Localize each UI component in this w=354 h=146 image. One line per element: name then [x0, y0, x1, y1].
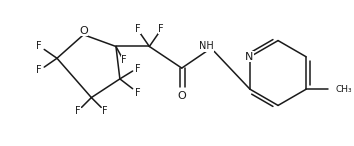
Text: O: O	[79, 26, 88, 36]
Text: F: F	[135, 64, 141, 74]
Text: CH₃: CH₃	[336, 85, 352, 94]
Text: F: F	[158, 24, 164, 34]
Text: F: F	[121, 55, 127, 65]
Text: F: F	[36, 41, 42, 52]
Text: F: F	[135, 88, 141, 98]
Text: F: F	[75, 106, 80, 116]
Text: F: F	[36, 65, 42, 75]
Text: NH: NH	[199, 41, 214, 52]
Text: N: N	[245, 52, 253, 62]
Text: F: F	[135, 24, 141, 34]
Text: O: O	[177, 91, 186, 101]
Text: F: F	[102, 106, 108, 116]
